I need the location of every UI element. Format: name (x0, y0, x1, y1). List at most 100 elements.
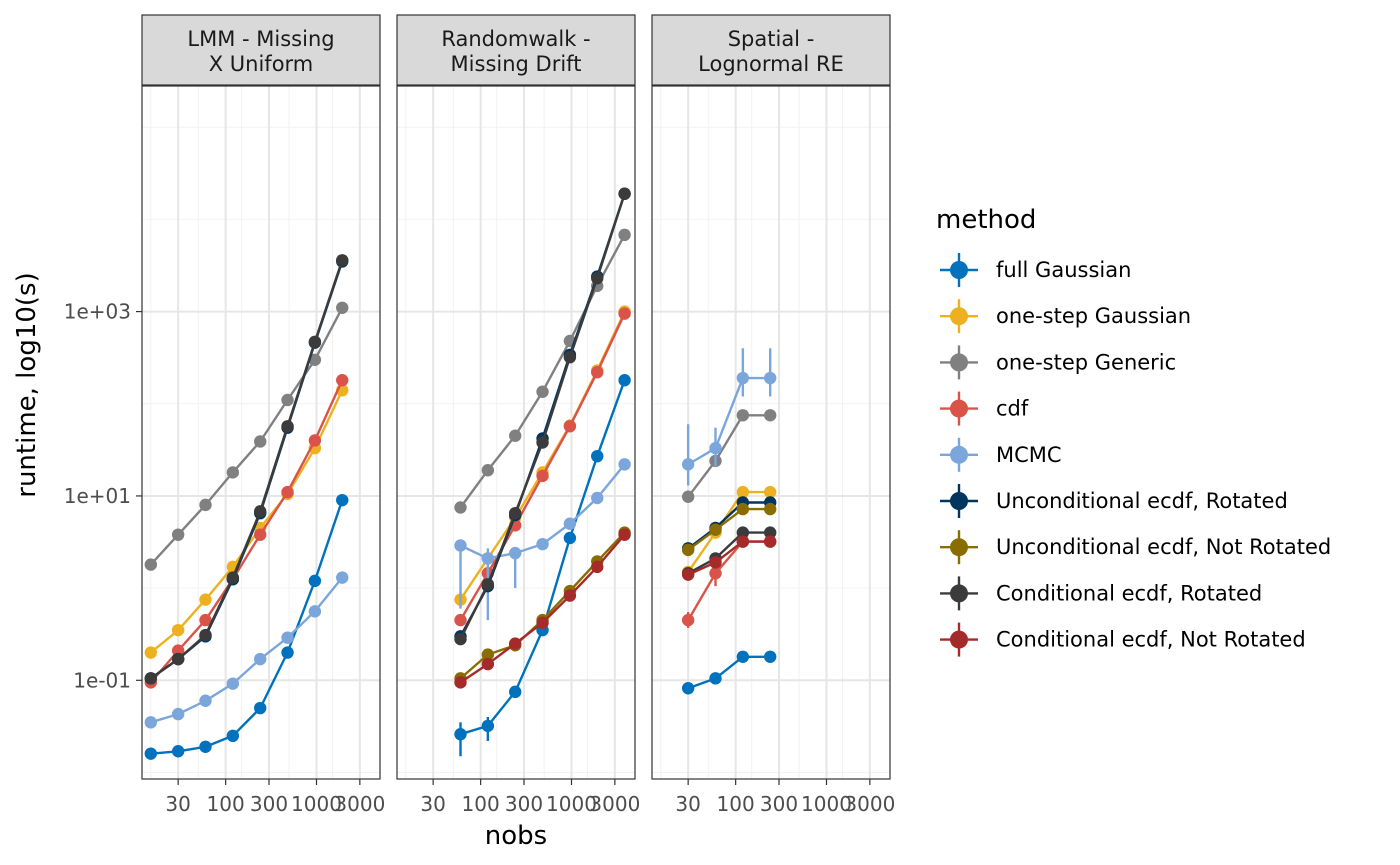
point-one-step-gaussian (736, 485, 750, 499)
point-full-gaussian (281, 646, 294, 659)
series-line-one-step-generic (149, 307, 344, 566)
point-conditional-ecdf-rotated (736, 526, 750, 539)
point-cdf (253, 528, 267, 541)
point-one-step-generic (508, 429, 522, 442)
point-mcmc (199, 694, 212, 707)
point-mcmc (709, 441, 722, 455)
point-cdf (536, 469, 549, 483)
point-one-step-generic (763, 409, 777, 422)
point-one-step-generic (536, 385, 549, 398)
legend-key-point (950, 538, 968, 557)
point-mcmc (736, 371, 750, 385)
series-line-one-step-generic (687, 414, 771, 498)
x-tick-label: 1000 (546, 792, 597, 816)
series-line-unconditional-ecdf-rotated (687, 501, 771, 550)
legend-key-point (950, 492, 968, 510)
legend-label: full Gaussian (996, 258, 1131, 282)
point-unconditional-ecdf-not-rotated (763, 502, 777, 516)
point-unconditional-ecdf-not-rotated (481, 648, 495, 661)
panel-3: Spatial -Lognormal RE (651, 14, 891, 780)
point-one-step-gaussian (199, 593, 212, 606)
legend-key-point (950, 584, 968, 603)
point-full-gaussian (199, 740, 212, 753)
legend-item-unconditional-ecdf-not-rotated: Unconditional ecdf, Not Rotated (940, 530, 1331, 565)
point-one-step-gaussian (171, 623, 185, 637)
point-mcmc (308, 605, 322, 618)
y-tick-label: 1e-01 (73, 668, 131, 692)
point-conditional-ecdf-not-rotated (563, 589, 577, 602)
point-full-gaussian (144, 747, 158, 760)
point-mcmc (281, 631, 294, 644)
point-mcmc (226, 677, 240, 690)
series-line-mcmc (687, 376, 771, 466)
point-conditional-ecdf-rotated (308, 335, 322, 349)
point-cdf (454, 613, 467, 627)
legend: method full Gaussian one-step Gaussian one… (936, 205, 1331, 657)
point-conditional-ecdf-not-rotated (536, 616, 549, 630)
legend-item-mcmc: MCMC (940, 437, 1062, 472)
point-full-gaussian (454, 728, 467, 741)
point-conditional-ecdf-rotated (199, 628, 212, 642)
point-unconditional-ecdf-not-rotated (709, 523, 722, 536)
series-line-one-step-gaussian (687, 490, 771, 573)
legend-label: Unconditional ecdf, Rotated (996, 489, 1288, 513)
point-unconditional-ecdf-not-rotated (736, 502, 750, 516)
point-one-step-generic (226, 466, 240, 479)
point-mcmc (253, 652, 267, 666)
series-line-conditional-ecdf-not-rotated (687, 540, 771, 576)
facet-strip (141, 14, 381, 86)
point-full-gaussian (736, 650, 750, 663)
legend-label: cdf (996, 397, 1029, 421)
x-tick-label: 100 (207, 792, 245, 816)
point-cdf (308, 434, 322, 447)
panel-border (141, 85, 381, 780)
y-axis: 1e-01 1e+01 1e+03 (64, 300, 142, 692)
point-full-gaussian (709, 672, 722, 685)
plot-area (652, 86, 890, 779)
facet-title-line: X Uniform (209, 52, 314, 76)
point-conditional-ecdf-not-rotated (736, 535, 750, 548)
x-axis-label: nobs (485, 821, 547, 851)
point-mcmc (763, 371, 777, 385)
legend-key-point (950, 261, 968, 279)
x-tick-label: 300 (250, 792, 288, 816)
facet-title-line: LMM - Missing (187, 27, 334, 51)
point-mcmc (508, 546, 522, 560)
point-conditional-ecdf-not-rotated (763, 535, 777, 548)
legend-item-conditional-ecdf-not-rotated: Conditional ecdf, Not Rotated (940, 622, 1306, 657)
grid (652, 86, 890, 779)
legend-label: MCMC (996, 443, 1062, 467)
point-cdf (591, 366, 604, 379)
point-conditional-ecdf-not-rotated (709, 556, 722, 569)
series-line-full-gaussian (687, 655, 771, 690)
point-full-gaussian (226, 729, 240, 743)
point-mcmc (336, 571, 349, 584)
facet-title-line: Lognormal RE (698, 52, 844, 76)
point-conditional-ecdf-rotated (253, 505, 267, 518)
point-mcmc (591, 491, 604, 505)
legend-label: Unconditional ecdf, Not Rotated (996, 535, 1331, 559)
legend-label: one-step Generic (996, 350, 1176, 374)
point-conditional-ecdf-rotated (481, 578, 495, 591)
series-line-conditional-ecdf-rotated (687, 531, 771, 575)
point-conditional-ecdf-rotated (563, 351, 577, 364)
point-full-gaussian (681, 682, 695, 695)
point-conditional-ecdf-not-rotated (681, 568, 695, 581)
series-group (681, 348, 777, 695)
point-mcmc (618, 458, 631, 471)
point-one-step-generic (171, 528, 185, 541)
x-tick-label: 30 (420, 792, 445, 816)
x-tick-label: 1000 (291, 792, 342, 816)
legend-key-point (950, 307, 968, 326)
point-one-step-generic (336, 301, 349, 314)
point-full-gaussian (763, 650, 777, 663)
point-conditional-ecdf-rotated (454, 632, 467, 646)
legend-item-full-gaussian: full Gaussian (940, 253, 1131, 287)
legend-key-point (950, 399, 968, 418)
